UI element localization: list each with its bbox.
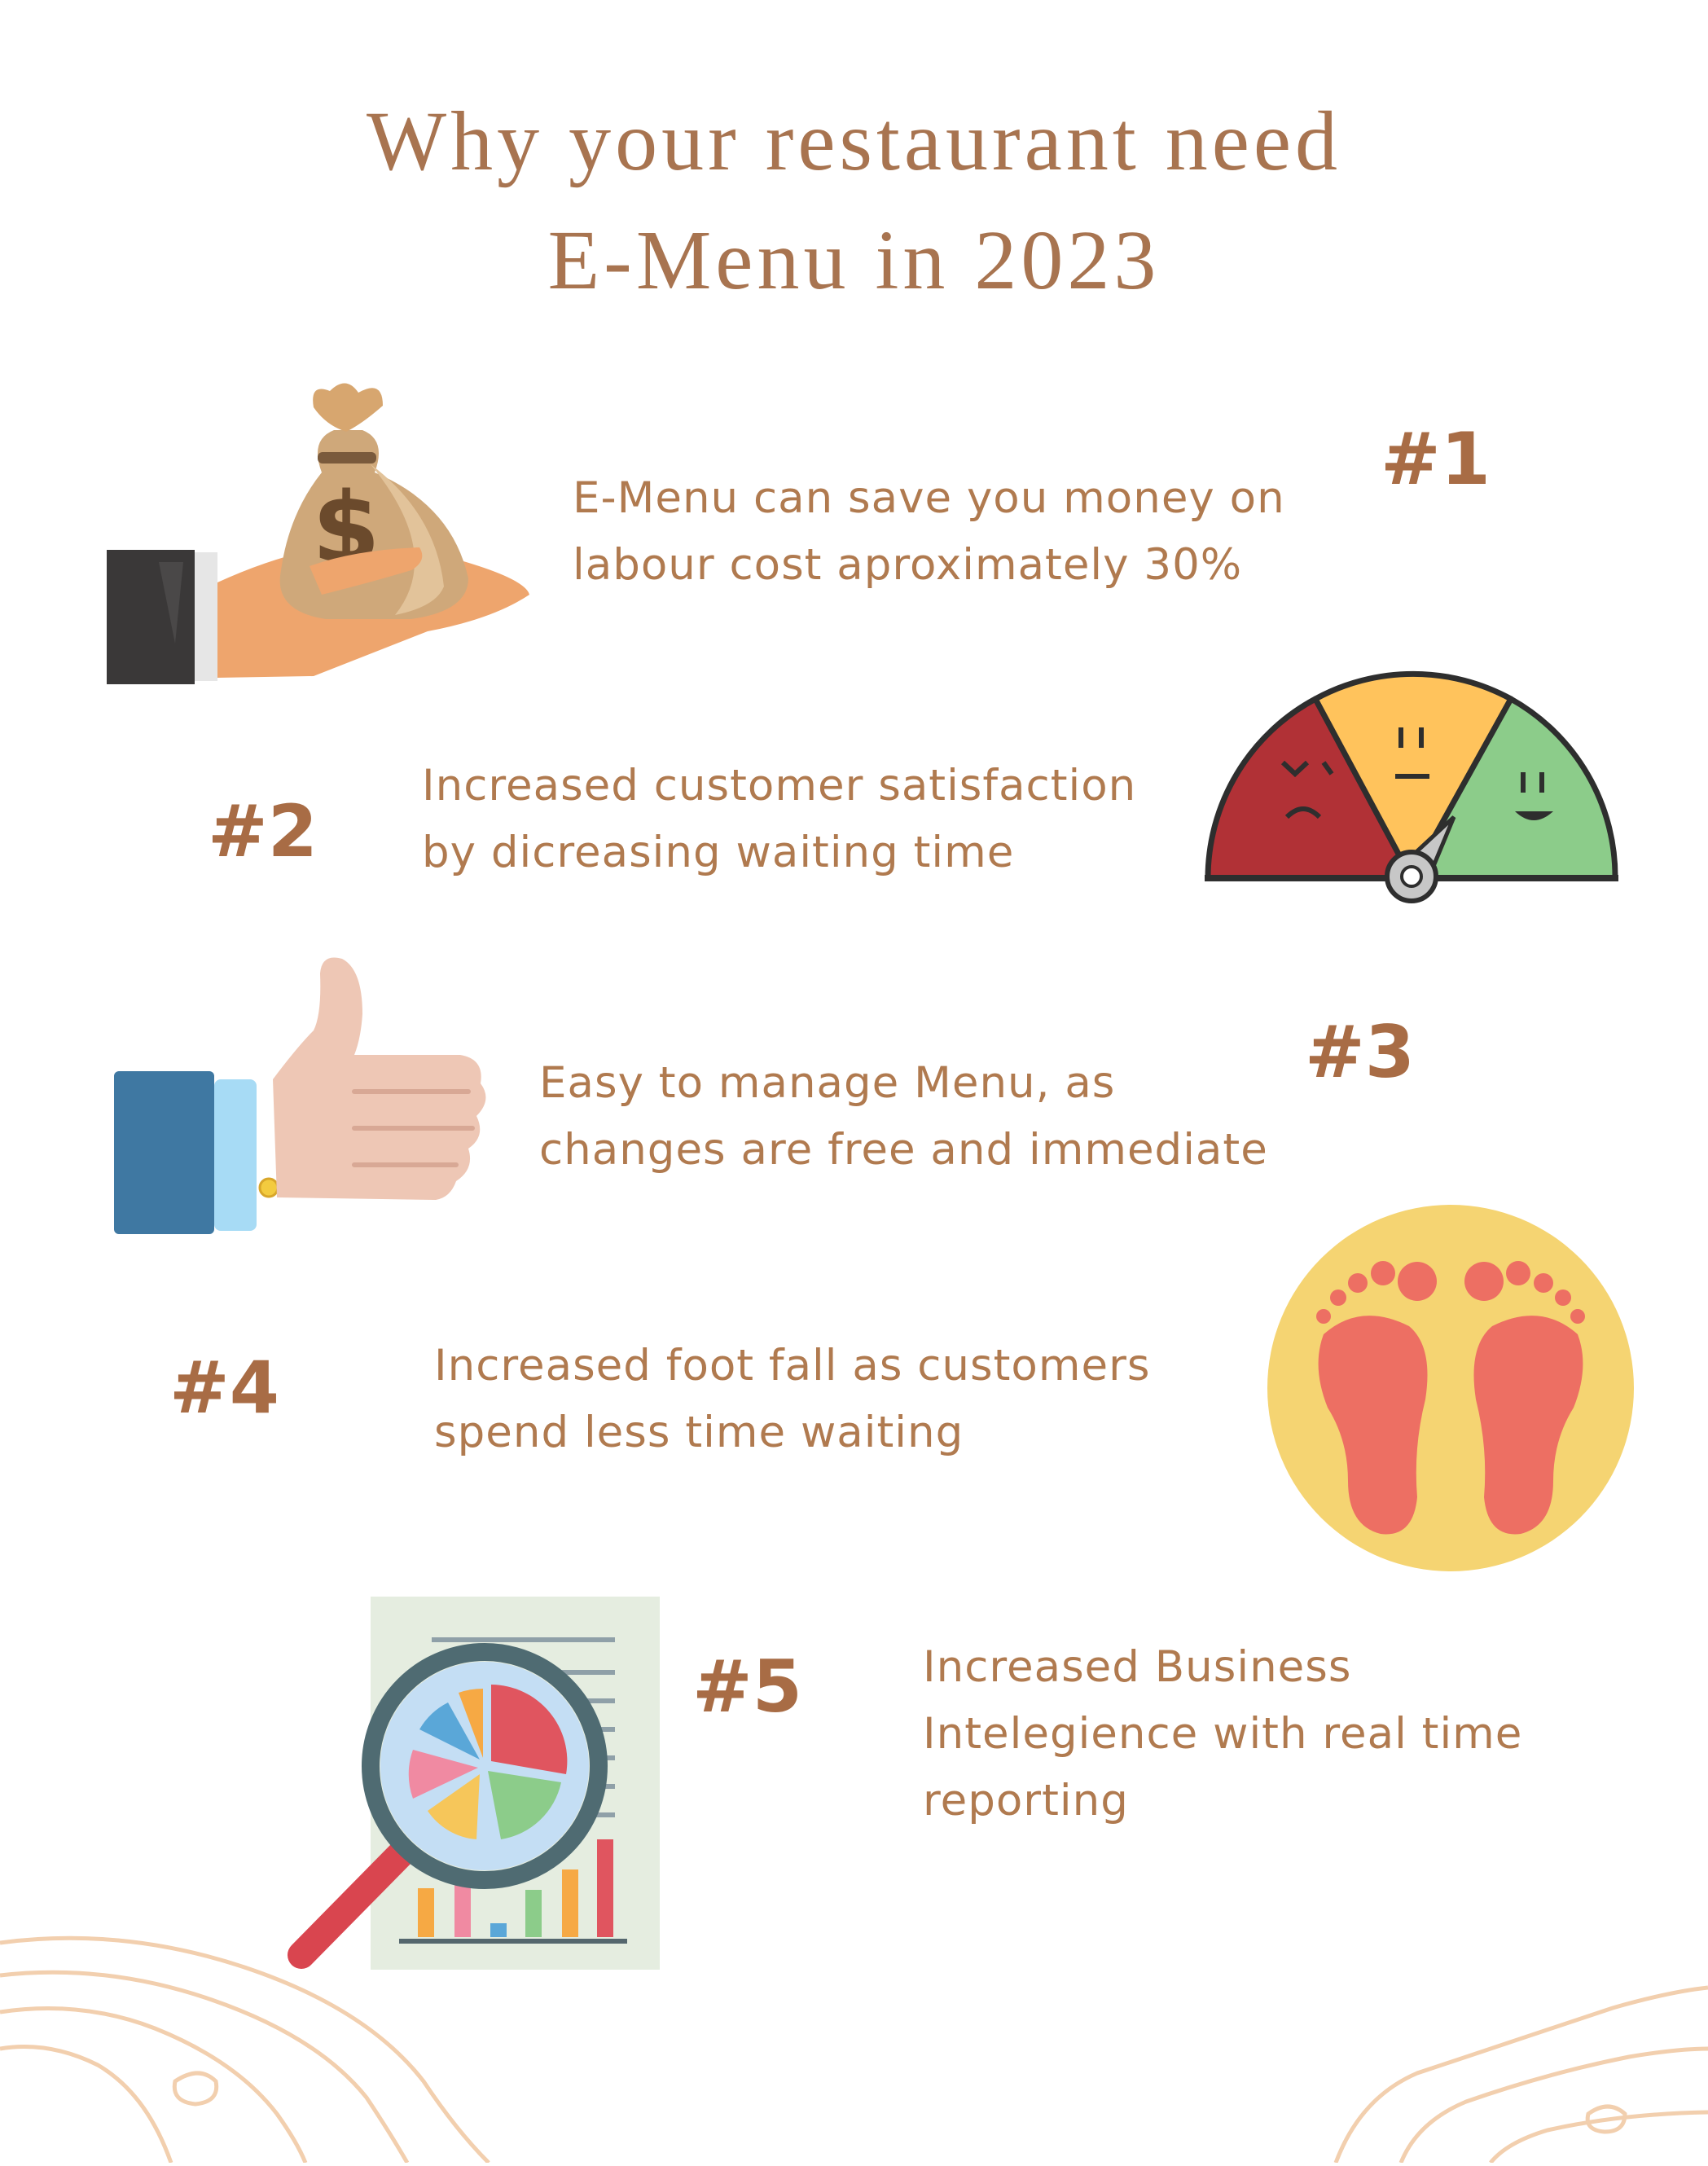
item-3-number: #3	[1305, 1010, 1415, 1094]
item-1-text: E-Menu can save you money on labour cost…	[573, 473, 1285, 590]
item-1-number: #1	[1381, 417, 1491, 501]
item-5-number: #5	[692, 1645, 802, 1729]
item-2-text: Increased customer satisfaction by dicre…	[422, 761, 1137, 877]
satisfaction-meter-icon	[1201, 666, 1633, 911]
thumbs-up-icon	[110, 949, 493, 1238]
page-title-line-1: Why your restaurant need	[366, 94, 1342, 188]
item-5-text: Increased Business Intelegience with rea…	[923, 1642, 1523, 1826]
report-magnifier-icon	[277, 1595, 664, 1973]
item-3-text: Easy to manage Menu, as changes are free…	[539, 1058, 1268, 1175]
page-title-line-2: E-Menu in 2023	[547, 213, 1161, 307]
item-2-number: #2	[208, 789, 318, 873]
decorative-contour-lines	[0, 1918, 1708, 2164]
footprints-icon	[1267, 1204, 1635, 1572]
hand-money-bag-icon: $	[102, 375, 542, 688]
item-4-number: #4	[169, 1346, 279, 1430]
item-4-text: Increased foot fall as customers spend l…	[434, 1341, 1151, 1457]
